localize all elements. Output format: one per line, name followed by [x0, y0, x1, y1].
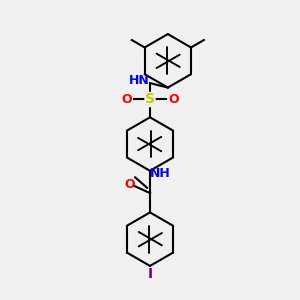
Text: O: O — [124, 178, 134, 191]
Text: O: O — [169, 93, 179, 106]
Text: O: O — [121, 93, 131, 106]
Text: S: S — [145, 92, 155, 106]
Text: I: I — [147, 267, 153, 281]
Text: HN: HN — [129, 74, 150, 87]
Text: NH: NH — [150, 167, 171, 180]
